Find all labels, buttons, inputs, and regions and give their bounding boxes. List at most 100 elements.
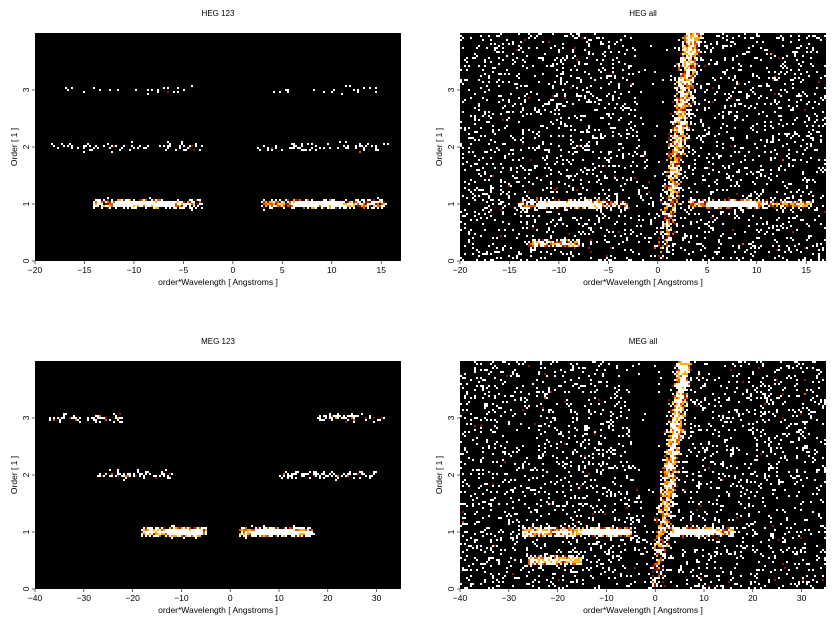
heatmap-cell (696, 137, 698, 139)
heatmap-cell (664, 239, 666, 241)
heatmap-cell (780, 89, 782, 91)
heatmap-cell (798, 69, 800, 71)
heatmap-cell (345, 205, 347, 207)
heatmap-cell (820, 135, 822, 137)
heatmap-cell (488, 143, 490, 145)
heatmap-cell (191, 85, 193, 87)
heatmap-cell (167, 145, 169, 147)
heatmap-cell (706, 133, 708, 135)
heatmap-cell (684, 45, 686, 47)
heatmap-cell (115, 475, 117, 477)
heatmap-cell (199, 199, 201, 201)
heatmap-cell (546, 207, 548, 209)
heatmap-cell (808, 193, 810, 195)
heatmap-cell (774, 257, 776, 259)
heatmap-cell (688, 41, 690, 43)
heatmap-cell (131, 205, 133, 207)
heatmap-cell (381, 203, 383, 205)
heatmap-cell (758, 77, 760, 79)
heatmap-cell (696, 57, 698, 59)
heatmap-cell (684, 53, 686, 55)
heatmap-cell (151, 203, 153, 205)
heatmap-cell (670, 531, 672, 533)
heatmap-cell (808, 235, 810, 237)
heatmap-cell (117, 417, 119, 419)
heatmap-cell (556, 119, 558, 121)
heatmap-cell (678, 99, 680, 101)
heatmap-cell (816, 207, 818, 209)
heatmap-cell (518, 203, 520, 205)
heatmap-cell (269, 527, 271, 529)
heatmap-cell (578, 253, 580, 255)
heatmap-cell (548, 241, 550, 243)
heatmap-cell (524, 85, 526, 87)
heatmap-cell (482, 199, 484, 201)
heatmap-cell (147, 527, 149, 529)
heatmap-cell (492, 237, 494, 239)
heatmap-cell (351, 413, 353, 415)
heatmap-cell (728, 77, 730, 79)
heatmap-cell (754, 201, 756, 203)
heatmap-cell (674, 137, 676, 139)
heatmap-cell (692, 35, 694, 37)
heatmap-cell (269, 207, 271, 209)
heatmap-cell (464, 181, 466, 183)
heatmap-cell (309, 201, 311, 203)
heatmap-cell (674, 95, 676, 97)
heatmap-cell (484, 173, 486, 175)
heatmap-cell (564, 241, 566, 243)
heatmap-cell (558, 127, 560, 129)
heatmap-cell (682, 93, 684, 95)
heatmap-cell (153, 529, 155, 531)
heatmap-cell (576, 59, 578, 61)
heatmap-cell (768, 177, 770, 179)
heatmap-cell (686, 71, 688, 73)
heatmap-cell (542, 529, 544, 531)
heatmap-cell (586, 527, 588, 529)
heatmap-cell (145, 205, 147, 207)
heatmap-cell (257, 533, 259, 535)
heatmap-cell (303, 533, 305, 535)
heatmap-cell (594, 167, 596, 169)
heatmap-cell (197, 527, 199, 529)
heatmap-cell (524, 169, 526, 171)
heatmap-cell (692, 95, 694, 97)
heatmap-cell (596, 527, 598, 529)
heatmap-cell (171, 205, 173, 207)
heatmap-cell (804, 109, 806, 111)
heatmap-cell (670, 129, 672, 131)
heatmap-cell (674, 113, 676, 115)
heatmap-cell (688, 77, 690, 79)
heatmap-cell (534, 535, 536, 537)
heatmap-cell (556, 161, 558, 163)
heatmap-cell (299, 205, 301, 207)
heatmap-cell (105, 203, 107, 205)
heatmap-cell (594, 533, 596, 535)
heatmap-cell (580, 179, 582, 181)
heatmap-cell (321, 473, 323, 475)
heatmap-cell (494, 67, 496, 69)
heatmap-cell (500, 209, 502, 211)
heatmap-cell (776, 79, 778, 81)
heatmap-cell (578, 63, 580, 65)
heatmap-cell (782, 223, 784, 225)
heatmap-cell (666, 209, 668, 211)
heatmap-cell (371, 203, 373, 205)
heatmap-cell (151, 205, 153, 207)
heatmap-cell (199, 149, 201, 151)
heatmap-cell (540, 201, 542, 203)
heatmap-cell (273, 201, 275, 203)
heatmap-cell (115, 201, 117, 203)
heatmap-cell (802, 61, 804, 63)
heatmap-cell (149, 203, 151, 205)
heatmap-cell (604, 259, 606, 261)
heatmap-cell (586, 91, 588, 93)
x-tick-label: −10 (174, 593, 189, 603)
heatmap-cell (608, 205, 610, 207)
heatmap-cell (351, 201, 353, 203)
heatmap-cell (682, 225, 684, 227)
heatmap-cell (510, 135, 512, 137)
heatmap-cell (740, 199, 742, 201)
heatmap-cell (287, 533, 289, 535)
heatmap-cell (672, 533, 674, 535)
